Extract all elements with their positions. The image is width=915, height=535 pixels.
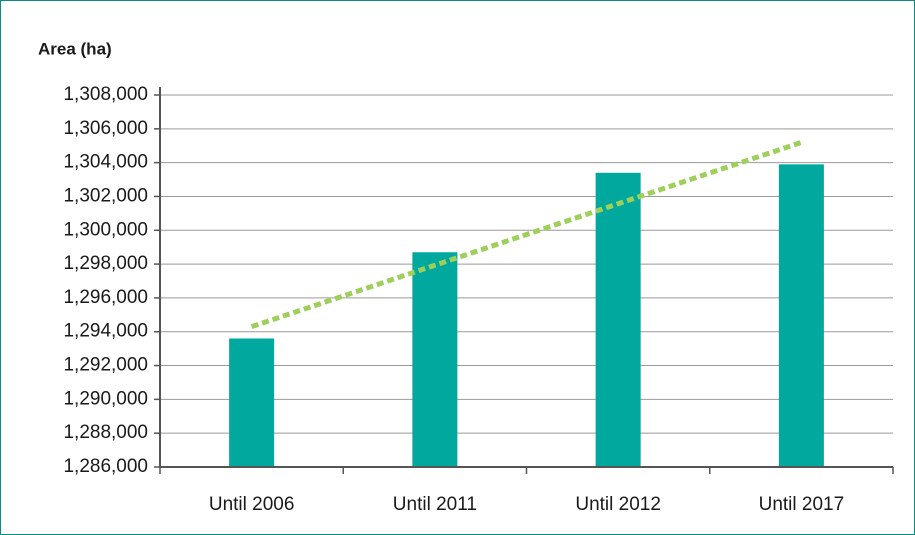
y-tick-label: 1,286,000 [63, 456, 148, 477]
bar [412, 252, 458, 467]
y-axis-label: Area (ha) [38, 39, 112, 58]
x-tick-label: Until 2011 [393, 494, 477, 515]
y-tick-label: 1,288,000 [63, 422, 148, 443]
y-tick-label: 1,298,000 [63, 253, 148, 274]
bar [595, 172, 641, 468]
y-tick-label: 1,300,000 [63, 219, 148, 240]
trendline [250, 139, 803, 330]
y-tick-label: 1,292,000 [63, 355, 148, 376]
bar [229, 338, 275, 467]
y-tick-label: 1,304,000 [63, 152, 148, 173]
y-tick-label: 1,308,000 [63, 84, 148, 105]
y-tick-label: 1,294,000 [63, 321, 148, 342]
y-tick-label: 1,296,000 [63, 287, 148, 308]
bar [778, 164, 824, 467]
x-tick-label: Until 2017 [759, 494, 845, 515]
y-tick-label: 1,302,000 [63, 185, 148, 206]
y-tick-label: 1,306,000 [63, 118, 148, 139]
x-tick-label: Until 2006 [209, 494, 295, 515]
x-tick-label: Until 2012 [575, 494, 661, 515]
y-tick-label: 1,290,000 [63, 388, 148, 409]
